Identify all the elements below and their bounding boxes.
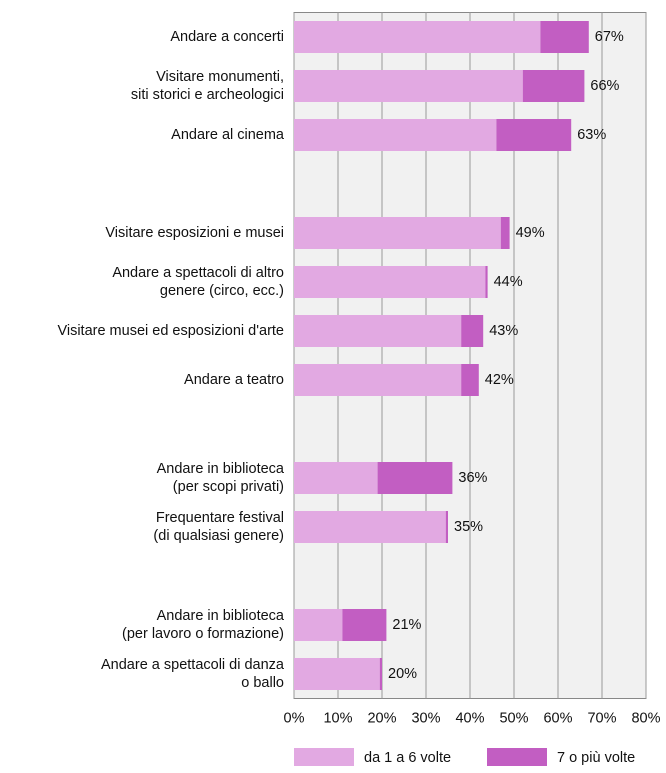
legend-swatch [294, 748, 354, 766]
x-tick-label: 30% [411, 710, 440, 726]
total-label: 67% [595, 29, 624, 45]
x-tick-label: 50% [499, 710, 528, 726]
category-label: Andare a spettacoli di altro genere (circ… [112, 265, 284, 299]
bar-segment [379, 658, 382, 690]
bar-segment [485, 266, 488, 298]
bar-segment [294, 70, 523, 102]
category-label: Andare al cinema [171, 127, 285, 143]
category-label: Andare in biblioteca (per lavoro o formaz… [122, 608, 285, 642]
total-label: 49% [516, 225, 545, 241]
bar-segment [294, 217, 501, 249]
legend-label: da 1 a 6 volte [364, 750, 451, 766]
category-label: Frequentare festival (di qualsiasi genere… [153, 510, 284, 544]
legend-label: 7 o più volte [557, 750, 635, 766]
category-label: Andare a concerti [170, 29, 284, 45]
legend-swatch [487, 748, 547, 766]
total-label: 21% [392, 617, 421, 633]
category-label: Visitare musei ed esposizioni d'arte [57, 323, 284, 339]
x-tick-label: 0% [284, 710, 305, 726]
bar-segment [522, 70, 585, 102]
bar-segment [294, 658, 380, 690]
total-label: 35% [454, 519, 483, 535]
x-tick-label: 80% [631, 710, 660, 726]
bar-segment [342, 609, 387, 641]
total-label: 43% [489, 323, 518, 339]
bar-segment [294, 315, 462, 347]
bar-segment [294, 266, 486, 298]
category-label: Andare a teatro [184, 372, 284, 388]
bar-segment [445, 511, 448, 543]
total-label: 66% [590, 78, 619, 94]
bar-segment [294, 21, 541, 53]
bar-segment [377, 462, 453, 494]
x-tick-label: 10% [323, 710, 352, 726]
total-label: 20% [388, 666, 417, 682]
bar-segment [294, 364, 462, 396]
category-label: Andare a spettacoli di danza o ballo [101, 657, 285, 691]
total-label: 36% [458, 470, 487, 486]
total-label: 63% [577, 127, 606, 143]
bar-segment [294, 511, 446, 543]
bar-segment [294, 609, 343, 641]
category-label: Andare in biblioteca (per scopi privati) [157, 461, 285, 495]
bar-segment [496, 119, 572, 151]
bar-segment [294, 462, 378, 494]
total-label: 44% [494, 274, 523, 290]
x-tick-label: 40% [455, 710, 484, 726]
category-label: Visitare monumenti, siti storici e archeo… [131, 69, 284, 103]
bar-segment [540, 21, 589, 53]
x-tick-label: 20% [367, 710, 396, 726]
x-tick-label: 70% [587, 710, 616, 726]
bar-segment [461, 364, 479, 396]
bar-segment [500, 217, 510, 249]
total-label: 42% [485, 372, 514, 388]
x-tick-label: 60% [543, 710, 572, 726]
category-label: Visitare esposizioni e musei [105, 225, 284, 241]
bar-segment [461, 315, 484, 347]
bar-segment [294, 119, 497, 151]
